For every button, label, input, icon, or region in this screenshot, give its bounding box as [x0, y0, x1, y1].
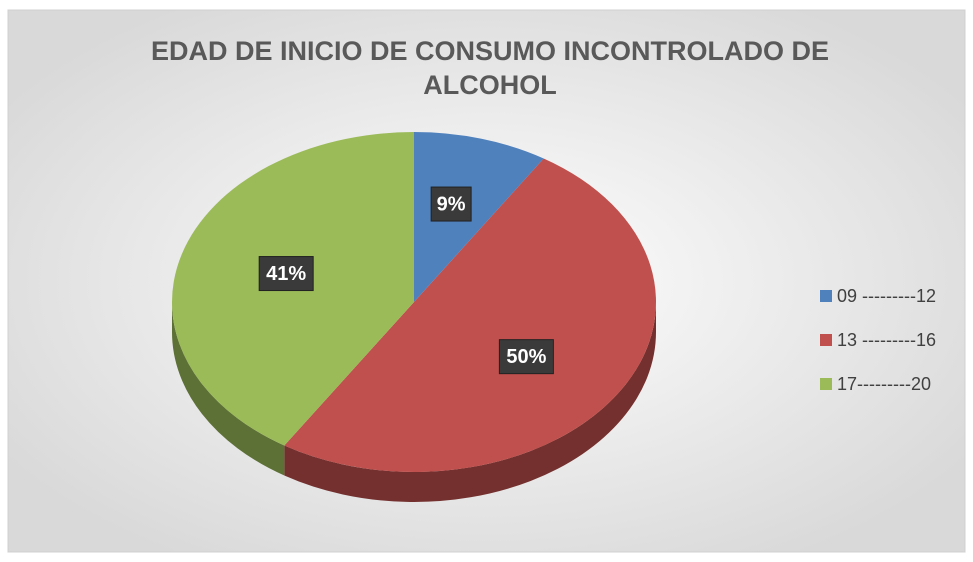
pie-slice [414, 132, 544, 302]
legend-label: 13 ---------16 [837, 330, 936, 350]
data-label: 9% [437, 193, 466, 215]
data-label: 41% [266, 263, 306, 285]
data-label-box [258, 256, 314, 292]
data-label: 50% [506, 346, 546, 368]
legend-label: 17---------20 [837, 374, 931, 394]
legend-label: 09 ---------12 [837, 286, 936, 306]
pie-slice [284, 158, 657, 502]
data-label-box [430, 186, 472, 222]
data-label-box [498, 339, 554, 375]
legend-swatch [820, 378, 832, 390]
legend-swatch [820, 334, 832, 346]
legend-swatch [820, 290, 832, 302]
chart-title: EDAD DE INICIO DE CONSUMO INCONTROLADO D… [150, 36, 830, 100]
